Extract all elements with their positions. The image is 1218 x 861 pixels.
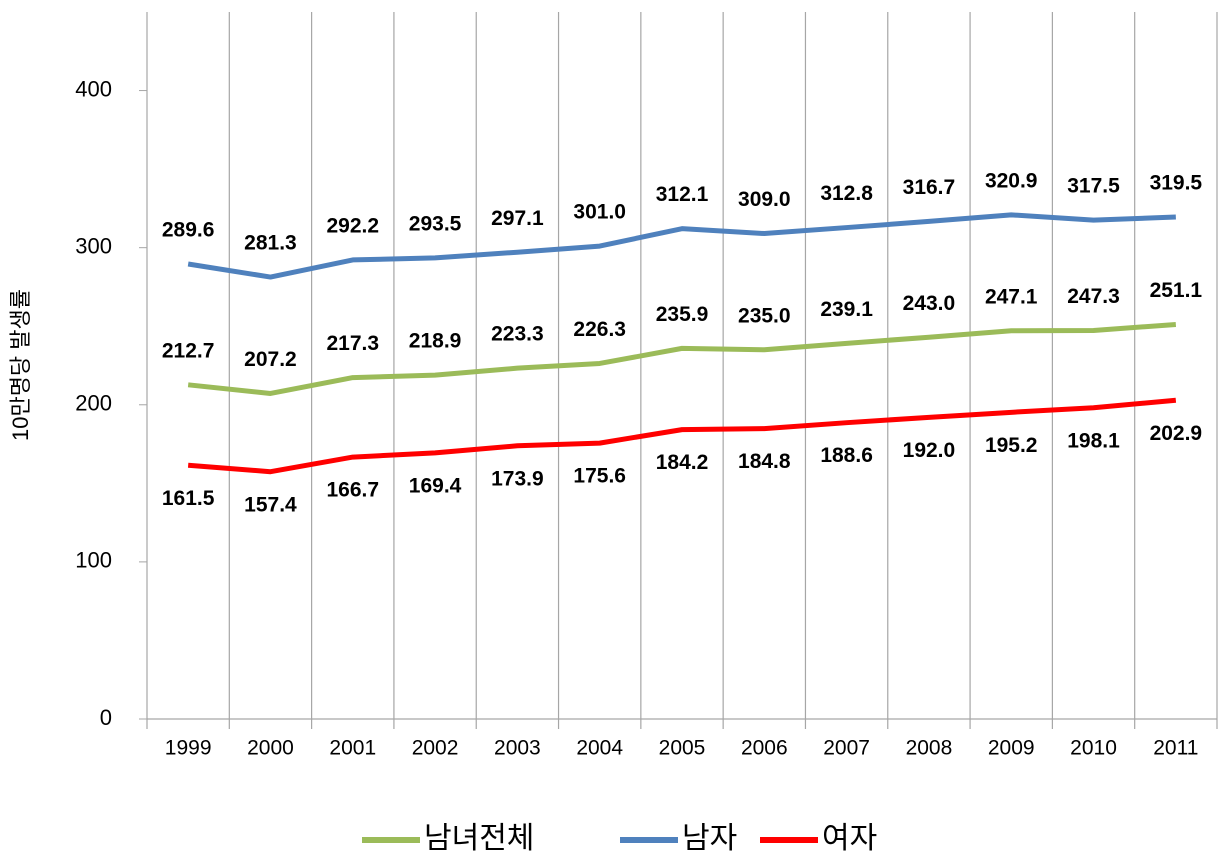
data-label: 198.1 <box>1067 429 1120 452</box>
x-tick-label: 2002 <box>412 737 459 760</box>
x-tick-label: 2003 <box>494 737 541 760</box>
x-tick-label: 2011 <box>1153 737 1198 760</box>
y-tick-label: 300 <box>75 233 112 258</box>
data-label: 207.2 <box>244 348 297 371</box>
y-tick-label: 0 <box>100 705 112 730</box>
x-tick-label: 2009 <box>988 737 1035 760</box>
data-label: 166.7 <box>326 479 379 502</box>
data-label: 319.5 <box>1150 172 1203 195</box>
y-axis-label: 10만명당 발생률 <box>8 289 33 441</box>
data-label: 247.3 <box>1067 285 1120 308</box>
data-label: 312.1 <box>656 183 709 206</box>
x-tick-label: 2005 <box>659 737 706 760</box>
series-line <box>187 212 1176 280</box>
x-tick-label: 2001 <box>329 737 376 760</box>
data-label: 317.5 <box>1067 175 1120 198</box>
legend-label: 남자 <box>682 822 737 855</box>
data-label: 309.0 <box>738 188 791 211</box>
data-label: 218.9 <box>409 330 462 353</box>
data-label: 188.6 <box>820 444 873 467</box>
data-label: 192.0 <box>903 439 956 462</box>
x-tick-label: 2006 <box>741 737 788 760</box>
data-label: 226.3 <box>573 318 626 341</box>
data-label: 223.3 <box>491 323 544 346</box>
data-label: 235.0 <box>738 304 791 327</box>
x-tick-label: 2007 <box>823 737 870 760</box>
data-label: 184.8 <box>738 450 791 473</box>
data-label: 169.4 <box>409 474 462 497</box>
data-label: 320.9 <box>985 169 1038 192</box>
data-label: 173.9 <box>491 467 544 490</box>
data-label: 247.1 <box>985 285 1038 308</box>
x-tick-label: 1999 <box>165 737 212 760</box>
data-label: 157.4 <box>244 493 297 516</box>
data-label: 212.7 <box>162 339 215 362</box>
y-tick-label: 200 <box>75 391 112 416</box>
data-label: 239.1 <box>820 298 873 321</box>
data-label: 195.2 <box>985 434 1038 457</box>
data-label: 202.9 <box>1150 422 1203 445</box>
data-label: 312.8 <box>820 182 873 205</box>
data-label: 293.5 <box>409 212 462 235</box>
x-tick-label: 2000 <box>247 737 294 760</box>
data-label: 184.2 <box>656 451 709 474</box>
data-label: 235.9 <box>656 303 709 326</box>
data-label: 316.7 <box>903 176 956 199</box>
data-label: 161.5 <box>162 487 215 510</box>
x-tick-label: 2010 <box>1070 737 1117 760</box>
y-tick-label: 400 <box>75 76 112 101</box>
data-label: 297.1 <box>491 207 544 230</box>
y-tick-label: 100 <box>75 548 112 573</box>
data-label: 292.2 <box>326 214 379 237</box>
data-label: 251.1 <box>1150 279 1203 302</box>
series-line <box>187 322 1177 396</box>
data-label: 175.6 <box>573 465 626 488</box>
data-label: 289.6 <box>162 219 215 242</box>
data-label: 301.0 <box>573 201 626 224</box>
series-line <box>187 397 1177 475</box>
legend-label: 여자 <box>822 822 877 855</box>
legend-label: 남녀전체 <box>424 822 534 855</box>
data-label: 243.0 <box>903 292 956 315</box>
x-tick-label: 2004 <box>576 737 623 760</box>
data-label: 217.3 <box>326 332 379 355</box>
x-tick-label: 2008 <box>906 737 953 760</box>
data-label: 281.3 <box>244 232 297 255</box>
